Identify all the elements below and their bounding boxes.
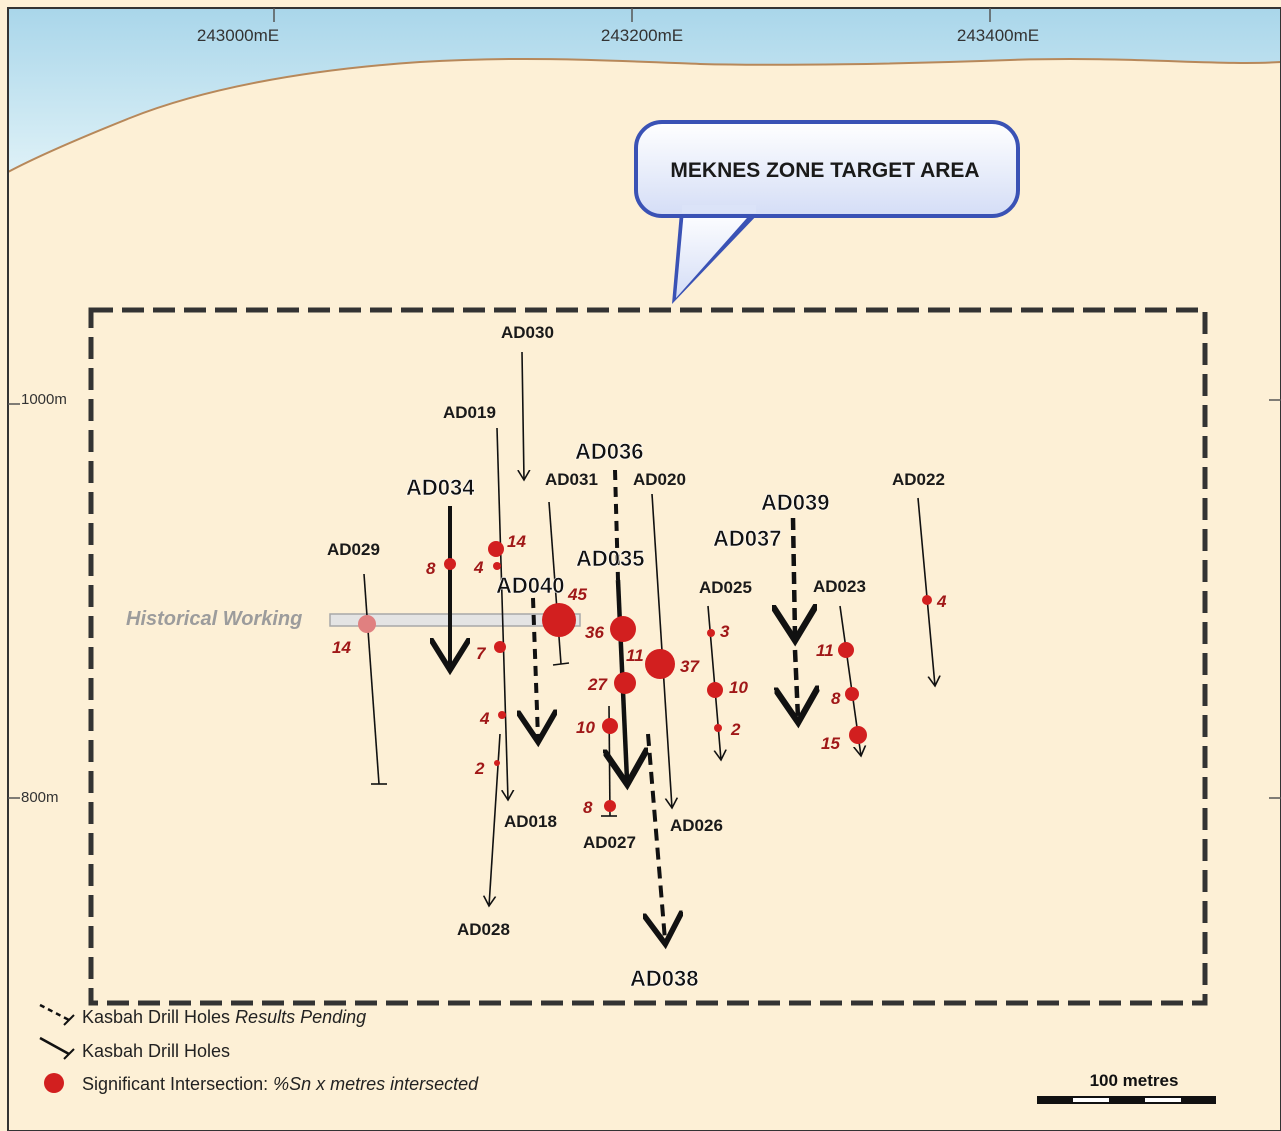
hole-label: AD023 (813, 577, 866, 596)
intersection-marker (494, 641, 506, 653)
drill-trace-ad022 (917, 497, 935, 686)
intersection-marker (444, 558, 456, 570)
drill-trace-ad029 (363, 573, 380, 785)
intersection-value: 11 (626, 646, 644, 665)
intersection-value: 8 (426, 559, 436, 578)
legend: Kasbah Drill Holes Results Pending Kasba… (39, 1003, 479, 1094)
callout-label: MEKNES ZONE TARGET AREA (670, 159, 979, 182)
intersection-marker (849, 726, 867, 744)
intersection-marker (604, 800, 616, 812)
map-frame (7, 7, 1281, 1131)
intersection-marker (493, 562, 501, 570)
hole-label: AD022 (892, 470, 945, 489)
intersection-marker (498, 711, 506, 719)
intersection-marker (614, 672, 636, 694)
scale-bar-label: 100 metres (1090, 1071, 1179, 1090)
intersection-value: 37 (680, 657, 700, 676)
intersection-value: 8 (583, 798, 593, 817)
intersection-marker (610, 616, 636, 642)
intersection-value: 36 (585, 623, 604, 642)
intersection-marker (922, 595, 932, 605)
intersection-value: 11 (816, 641, 834, 660)
intersections (358, 541, 932, 812)
intersection-value: 10 (576, 718, 595, 737)
intersection-value: 4 (479, 709, 490, 728)
drill-hole-labels: AD029 AD019 AD030 AD034 AD036 AD031 AD02… (327, 323, 945, 991)
legend-complete-symbol (39, 1036, 70, 1056)
intersection-marker (714, 724, 722, 732)
intersection-marker (602, 718, 618, 734)
intersection-value: 8 (831, 689, 841, 708)
intersection-marker (542, 603, 576, 637)
easting-ticks: 243000mE 243200mE 243400mE (197, 8, 1039, 45)
legend-pending-symbol (39, 1003, 70, 1022)
intersection-marker (358, 615, 376, 633)
hole-label: AD034 (406, 475, 475, 500)
intersection-value: 10 (729, 678, 748, 697)
drill-trace-ad038 (648, 733, 665, 940)
hole-label: AD028 (457, 920, 510, 939)
intersection-marker (494, 760, 500, 766)
intersection-marker (645, 649, 675, 679)
hole-label: AD038 (630, 966, 698, 991)
intersection-value: 14 (332, 638, 351, 657)
hole-label: AD019 (443, 403, 496, 422)
legend-pending-label: Kasbah Drill Holes Results Pending (82, 1007, 366, 1027)
intersection-values: 14 8 14 4 7 4 2 45 36 11 27 10 8 37 3 10… (332, 532, 947, 817)
drill-trace-ad039 (793, 517, 795, 636)
intersection-value: 3 (720, 622, 730, 641)
hole-label: AD020 (633, 470, 686, 489)
intersection-value: 2 (474, 759, 485, 778)
intersection-marker (488, 541, 504, 557)
scale-bar: 100 metres (1037, 1071, 1216, 1104)
drill-trace-ad019 (496, 427, 508, 800)
sky-area (8, 8, 1281, 172)
target-area-box (88, 307, 1208, 1006)
intersection-marker (845, 687, 859, 701)
intersection-value: 2 (730, 720, 741, 739)
intersection-value: 45 (567, 585, 587, 604)
intersection-value: 4 (473, 558, 484, 577)
hole-label: AD027 (583, 833, 636, 852)
intersection-marker (838, 642, 854, 658)
intersection-value: 7 (476, 644, 487, 663)
intersection-value: 27 (587, 675, 608, 694)
easting-label: 243000mE (197, 26, 279, 45)
hole-label: AD029 (327, 540, 380, 559)
hole-label: AD018 (504, 812, 557, 831)
hole-label: AD030 (501, 323, 554, 342)
easting-label: 243200mE (601, 26, 683, 45)
intersection-value: 14 (507, 532, 526, 551)
drill-trace-ad030 (522, 351, 524, 480)
intersection-marker (707, 629, 715, 637)
hole-label: AD039 (761, 490, 829, 515)
hole-label: AD037 (713, 526, 781, 551)
easting-label: 243400mE (957, 26, 1039, 45)
hole-label: AD035 (576, 546, 644, 571)
hole-label: AD026 (670, 816, 723, 835)
elevation-label: 1000m (21, 391, 67, 408)
legend-intersection-label: Significant Intersection: %Sn x metres i… (82, 1074, 479, 1094)
historical-working: Historical Working (126, 608, 581, 630)
elevation-label: 800m (21, 789, 59, 806)
hole-label: AD040 (496, 573, 564, 598)
topography-line (7, 57, 1281, 173)
intersection-marker (707, 682, 723, 698)
legend-complete-label: Kasbah Drill Holes (82, 1041, 230, 1061)
drill-trace-ad040 (533, 597, 538, 738)
drill-trace-ad037 (795, 649, 798, 718)
intersection-value: 4 (936, 592, 947, 611)
historical-working-label: Historical Working (126, 608, 302, 630)
intersection-value: 15 (821, 734, 840, 753)
target-callout: MEKNES ZONE TARGET AREA (634, 120, 1020, 304)
hole-label: AD025 (699, 578, 752, 597)
hole-label: AD031 (545, 470, 598, 489)
legend-intersection-symbol (44, 1073, 64, 1093)
elevation-ticks: 1000m 800m (8, 391, 1281, 806)
hole-label: AD036 (575, 439, 643, 464)
drill-trace-ad036 (613, 469, 620, 581)
